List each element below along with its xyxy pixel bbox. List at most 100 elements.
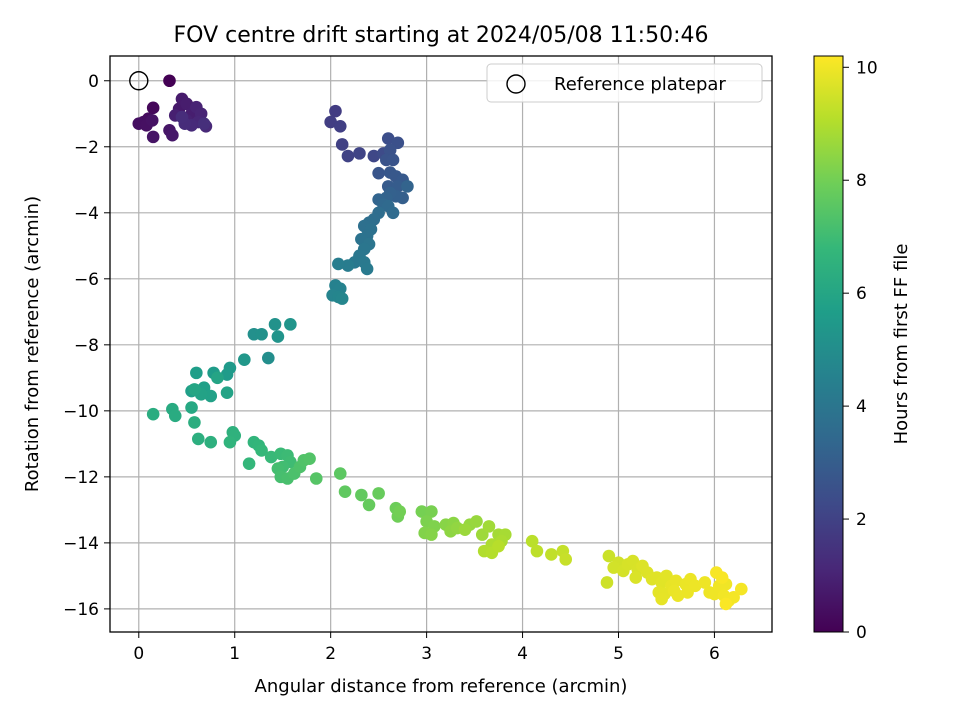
data-point [145, 114, 159, 127]
y-tick-label: −6 [74, 270, 99, 290]
x-tick-label: 6 [709, 644, 720, 664]
data-point [175, 110, 189, 124]
data-point [324, 115, 337, 129]
data-point [204, 389, 218, 403]
data-point [530, 544, 544, 558]
colorbar-tick-label: 6 [856, 284, 867, 304]
data-point [191, 432, 205, 446]
data-point [362, 498, 376, 512]
data-point [525, 534, 539, 548]
data-point [255, 327, 268, 341]
y-axis-label: Rotation from reference (arcmin) [22, 196, 43, 492]
y-tick-label: 0 [88, 72, 99, 92]
colorbar-label: Hours from first FF file [891, 244, 912, 445]
data-point [719, 597, 733, 611]
data-point [146, 101, 160, 115]
data-point [386, 206, 400, 220]
data-point [262, 351, 275, 365]
data-point [197, 117, 211, 130]
data-point [185, 401, 198, 414]
data-point [734, 582, 748, 596]
data-point [372, 487, 385, 500]
data-point [166, 128, 179, 142]
data-point [168, 409, 182, 423]
legend-reference-label: Reference platepar [554, 74, 726, 95]
x-axis-ticks: 0 1 2 3 4 5 6 [133, 632, 720, 664]
data-point [372, 166, 385, 180]
data-point [386, 153, 400, 167]
data-point [338, 485, 352, 499]
data-point [242, 457, 256, 470]
data-point [629, 571, 643, 584]
legend: Reference platepar [486, 63, 763, 103]
data-point [470, 515, 483, 528]
y-tick-label: −12 [63, 468, 99, 488]
data-point [188, 416, 201, 429]
data-point [669, 574, 683, 588]
colorbar-ticks: 0 2 4 6 8 10 [843, 58, 878, 643]
data-point [335, 138, 349, 151]
colorbar-tick-label: 2 [856, 510, 867, 530]
data-point [284, 318, 297, 331]
data-point [180, 97, 194, 111]
y-tick-label: −10 [63, 402, 99, 422]
data-point [715, 571, 729, 584]
x-tick-label: 2 [325, 644, 336, 664]
y-tick-label: −4 [74, 204, 99, 224]
legend-reference-marker [506, 74, 526, 94]
data-point [268, 318, 282, 331]
plot-frame [109, 55, 773, 633]
colorbar: 0 2 4 6 8 10 Hours from first FF file [813, 55, 912, 643]
data-point [655, 592, 668, 606]
data-point [381, 132, 395, 145]
x-tick-label: 0 [133, 644, 144, 664]
data-point [425, 505, 438, 518]
y-tick-label: −8 [74, 336, 99, 356]
data-point [204, 435, 218, 449]
data-point [220, 368, 234, 381]
data-point [303, 452, 316, 466]
y-tick-label: −16 [63, 600, 99, 620]
data-point [163, 74, 176, 88]
data-point [329, 104, 342, 118]
data-point [211, 371, 224, 385]
data-point [190, 366, 203, 380]
data-point [360, 262, 374, 276]
legend-box [486, 63, 763, 103]
colorbar-tick-label: 0 [856, 623, 867, 643]
data-point [458, 523, 472, 536]
chart-title: FOV centre drift starting at 2024/05/08 … [174, 23, 709, 48]
data-point [341, 149, 355, 163]
data-point [353, 147, 366, 160]
data-point [415, 505, 429, 518]
data-point [333, 120, 347, 133]
x-tick-label: 4 [517, 644, 528, 664]
y-tick-label: −2 [74, 138, 99, 158]
data-point [333, 467, 347, 480]
grid-lines [110, 56, 772, 632]
data-point [335, 292, 349, 305]
data-point [607, 561, 620, 574]
data-point [188, 383, 201, 396]
data-point [271, 330, 285, 343]
data-point [602, 549, 616, 563]
data-point [146, 130, 160, 144]
data-point [660, 569, 673, 583]
reference-point-marker [129, 71, 149, 91]
data-point [309, 472, 323, 485]
y-axis-ticks: 0 −2 −4 −6 −8 −10 −12 −14 −16 [63, 72, 110, 620]
data-point [492, 539, 505, 553]
data-point [559, 553, 573, 566]
y-tick-label: −14 [63, 534, 99, 554]
data-point [383, 143, 397, 157]
data-point [332, 257, 345, 271]
data-point [220, 386, 234, 399]
data-point [671, 589, 685, 602]
data-point [393, 505, 407, 518]
data-point [238, 353, 251, 366]
data-point [425, 528, 438, 541]
data-point [545, 548, 558, 561]
data-point [401, 180, 414, 193]
colorbar-tick-label: 8 [856, 171, 867, 191]
